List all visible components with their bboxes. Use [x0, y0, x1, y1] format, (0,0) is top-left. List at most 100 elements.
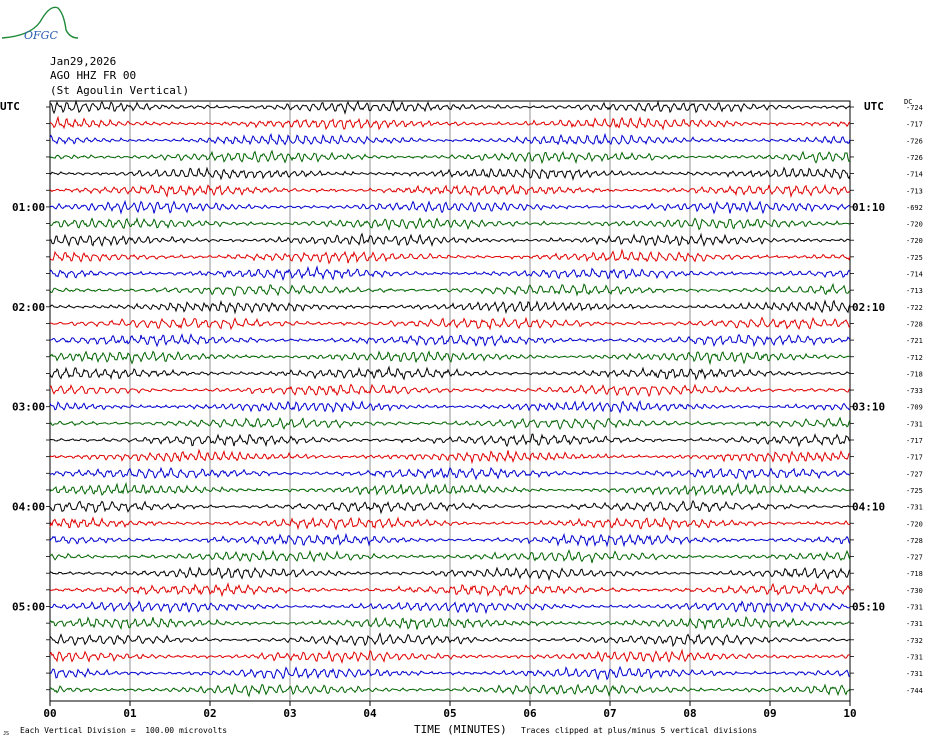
- dc-offset-label: -726: [906, 137, 923, 145]
- dc-offset-label: -717: [906, 121, 923, 129]
- left-hour-label: 02:00: [12, 301, 45, 314]
- left-hour-label: 04:00: [12, 501, 45, 514]
- dc-offset-label: -714: [906, 271, 923, 279]
- trace-row-4: [49, 166, 851, 182]
- dc-label: DC: [904, 98, 913, 106]
- trace-row-0: [49, 99, 851, 115]
- dc-offset-label: -692: [906, 204, 923, 212]
- logo-icon: OFGC: [1, 6, 79, 42]
- trace-row-21: [49, 448, 851, 465]
- trace-row-2: [49, 132, 851, 146]
- trace-row-32: [49, 632, 851, 648]
- dc-offset-label: -728: [906, 537, 923, 545]
- label-layer: 00 01 02 03 04 05 06 07 08 09 10 -724 -717 -726 -726 -7…: [12, 104, 923, 720]
- trace-row-13: [49, 316, 851, 331]
- clip-note: Traces clipped at plus/minus 5 vertical …: [521, 726, 758, 735]
- dc-offset-label: -717: [906, 437, 923, 445]
- trace-row-22: [49, 466, 851, 481]
- grid-layer: [46, 100, 854, 706]
- dc-offset-label: -744: [906, 687, 923, 695]
- dc-offset-label: -718: [906, 370, 923, 378]
- trace-row-18: [49, 399, 851, 414]
- trace-row-29: [49, 582, 851, 598]
- left-hour-label: 05:00: [12, 601, 45, 614]
- trace-row-11: [49, 282, 851, 297]
- dc-offset-label: -731: [906, 420, 923, 428]
- right-hour-label: 02:10: [852, 301, 885, 314]
- right-hour-label: 01:10: [852, 201, 885, 214]
- dc-offset-label: -721: [906, 337, 923, 345]
- header-location: (St Agoulin Vertical): [50, 84, 190, 97]
- dc-offset-label: -713: [906, 187, 923, 195]
- dc-offset-label: -727: [906, 554, 923, 562]
- header-date: Jan29,2026: [50, 55, 117, 68]
- trace-row-33: [49, 648, 851, 664]
- dc-offset-label: -720: [906, 520, 923, 528]
- dc-offset-label: -713: [906, 287, 923, 295]
- dc-offset-label: -731: [906, 653, 923, 661]
- dc-offset-label: -712: [906, 354, 923, 362]
- dc-offset-label: -730: [906, 587, 923, 595]
- right-hour-label: 04:10: [852, 501, 885, 514]
- x-tick-label: 05: [443, 707, 456, 720]
- dc-offset-label: -727: [906, 470, 923, 478]
- trace-row-24: [49, 499, 851, 515]
- x-axis-title: TIME (MINUTES): [414, 723, 507, 736]
- trace-row-7: [49, 217, 851, 232]
- dc-offset-label: -731: [906, 604, 923, 612]
- x-tick-label: 00: [43, 707, 56, 720]
- trace-row-27: [49, 549, 851, 563]
- dc-offset-label: -731: [906, 620, 923, 628]
- dc-offset-label: -709: [906, 404, 923, 412]
- dc-offset-label: -725: [906, 254, 923, 262]
- corner-mark: JS: [3, 731, 10, 737]
- trace-row-19: [49, 416, 851, 431]
- header-station: AGO HHZ FR 00: [50, 69, 137, 82]
- x-tick-label: 03: [283, 707, 296, 720]
- left-hour-label: 01:00: [12, 201, 45, 214]
- left-hour-label: 03:00: [12, 401, 45, 414]
- trace-row-20: [49, 433, 851, 448]
- dc-offset-label: -724: [906, 104, 923, 112]
- x-tick-label: 01: [123, 707, 137, 720]
- x-tick-label: 09: [763, 707, 776, 720]
- trace-row-6: [49, 199, 851, 215]
- dc-offset-label: -720: [906, 221, 923, 229]
- x-tick-label: 04: [363, 707, 377, 720]
- trace-row-16: [49, 365, 851, 381]
- trace-row-14: [49, 333, 851, 348]
- dc-offset-label: -728: [906, 320, 923, 328]
- trace-row-8: [49, 232, 851, 247]
- trace-row-30: [49, 600, 851, 615]
- trace-row-28: [49, 566, 851, 582]
- scale-note: Each Vertical Division = 100.00 microvol…: [20, 726, 228, 735]
- trace-row-1: [49, 115, 851, 131]
- right-utc-label: UTC: [864, 100, 884, 113]
- dc-offset-label: -722: [906, 304, 923, 312]
- dc-offset-label: -726: [906, 154, 923, 162]
- trace-row-5: [49, 183, 851, 199]
- trace-row-10: [49, 265, 851, 282]
- trace-row-34: [49, 665, 851, 681]
- dc-offset-label: -733: [906, 387, 923, 395]
- dc-offset-label: -731: [906, 504, 923, 512]
- dc-offset-label: -725: [906, 487, 923, 495]
- left-utc-label: UTC: [0, 100, 20, 113]
- trace-row-17: [49, 383, 851, 398]
- trace-row-3: [49, 149, 851, 165]
- x-tick-label: 02: [203, 707, 216, 720]
- trace-row-9: [49, 248, 851, 265]
- trace-row-26: [49, 532, 851, 548]
- x-tick-label: 06: [523, 707, 537, 720]
- dc-offset-label: -717: [906, 454, 923, 462]
- dc-offset-label: -720: [906, 237, 923, 245]
- trace-row-15: [49, 350, 851, 366]
- trace-row-35: [49, 683, 851, 698]
- logo-text: OFGC: [24, 29, 58, 42]
- right-hour-label: 03:10: [852, 401, 885, 414]
- trace-row-25: [49, 516, 851, 532]
- trace-layer: [49, 99, 851, 698]
- dc-offset-label: -731: [906, 670, 923, 678]
- trace-row-12: [49, 299, 851, 315]
